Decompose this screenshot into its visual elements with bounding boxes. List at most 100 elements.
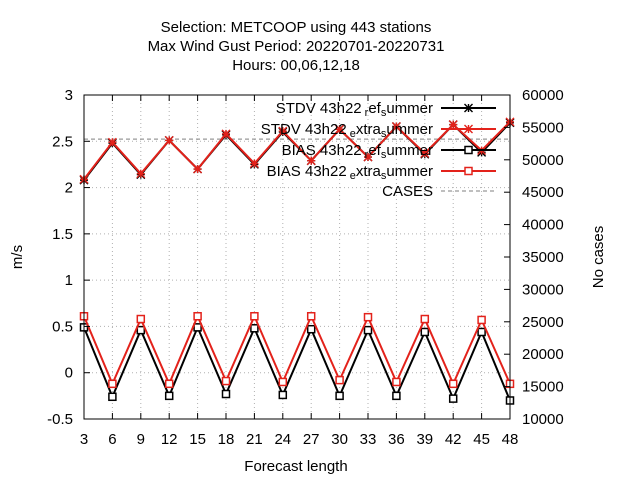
data-point-square	[477, 315, 486, 325]
data-point-square	[193, 311, 202, 321]
y-tick-label: 2.5	[52, 133, 73, 150]
legend-label-part: s	[381, 107, 387, 119]
grid-lines	[84, 95, 510, 419]
data-point-square	[164, 379, 174, 389]
x-tick-label: 21	[246, 431, 263, 448]
data-point-star	[136, 169, 146, 179]
legend-label-part: s	[381, 170, 387, 182]
legend-label-part: ummer	[386, 100, 433, 117]
x-tick-label: 39	[416, 431, 433, 448]
data-point-square	[363, 312, 373, 322]
data-point-square	[392, 391, 401, 401]
data-point-star	[164, 135, 174, 145]
data-point-star	[221, 129, 231, 139]
data-point-square	[335, 391, 344, 401]
data-point-square	[306, 324, 316, 334]
data-point-square	[250, 311, 259, 321]
data-point-square	[193, 323, 202, 332]
data-point-square	[250, 324, 259, 333]
y-axis-label: m/s	[9, 245, 26, 269]
legend-label-part: ef	[368, 100, 381, 117]
x-tick-label: 45	[473, 431, 490, 448]
legend-label-part: xtra	[356, 163, 382, 180]
legend-swatch-square	[464, 166, 473, 176]
legend-swatch-square	[464, 145, 473, 155]
data-point-square	[448, 379, 458, 389]
y2-tick-label: 60000	[522, 87, 564, 104]
data-point-star	[107, 137, 117, 147]
data-point-square	[420, 314, 430, 324]
legend-label-part: BIAS 43h22	[267, 163, 347, 180]
title-line-1: Selection: METCOOP using 443 stations	[161, 19, 432, 36]
legend-label-part: e	[350, 128, 356, 140]
y-tick-labels: -0.5 0 0.5 1 1.5 2 2.5 3	[47, 87, 73, 428]
data-point-square	[278, 390, 288, 400]
y-tick-label: 3	[65, 87, 73, 104]
x-axis-label: Forecast length	[244, 458, 347, 475]
data-point-square	[392, 377, 401, 387]
series-line-3	[83, 313, 511, 387]
axis-ticks	[83, 94, 511, 420]
legend-swatch-star	[464, 124, 473, 134]
x-tick-label: 33	[360, 431, 377, 448]
y2-tick-label: 15000	[522, 379, 564, 396]
data-point-square	[164, 391, 174, 401]
data-point-square	[335, 375, 344, 385]
legend-label-part: ummer	[386, 142, 433, 159]
data-point-square	[420, 327, 430, 337]
y2-tick-label: 50000	[522, 152, 564, 169]
x-tick-label: 36	[388, 431, 405, 448]
series-line-1	[83, 121, 511, 180]
y-tick-label: 0.5	[52, 318, 73, 335]
y-tick-label: 0	[65, 365, 73, 382]
title-line-3: Hours: 00,06,12,18	[232, 57, 360, 74]
legend-label: CASES	[382, 183, 433, 200]
legend-label-part: r	[365, 149, 369, 161]
data-point-star	[420, 148, 430, 158]
legend-swatch-star	[464, 103, 473, 113]
x-tick-label: 12	[161, 431, 178, 448]
x-tick-label: 48	[502, 431, 519, 448]
x-tick-label: 15	[189, 431, 206, 448]
data-point-star	[391, 121, 401, 131]
data-point-square	[477, 327, 486, 337]
data-point-star	[306, 156, 316, 166]
y2-tick-label: 55000	[522, 119, 564, 136]
data-point-star	[193, 164, 203, 174]
data-point-square	[221, 376, 231, 386]
data-point-square	[221, 389, 231, 399]
y2-tick-label: 45000	[522, 184, 564, 201]
legend-label-part: e	[350, 170, 356, 182]
y2-tick-label: 40000	[522, 217, 564, 234]
legend-label-part: CASES	[382, 183, 433, 200]
data-point-square	[363, 325, 373, 335]
data-point-square	[108, 392, 117, 402]
y2-tick-label: 20000	[522, 346, 564, 363]
legend-label-part: r	[365, 107, 369, 119]
chart-title: Selection: METCOOP using 443 stations Ma…	[148, 19, 445, 74]
data-point-square	[306, 311, 316, 321]
legend-label-part: BIAS 43h22	[282, 142, 362, 159]
legend-label-part: STDV 43h22	[261, 121, 347, 138]
y2-tick-label: 10000	[522, 411, 564, 428]
data-point-star	[249, 159, 259, 168]
legend-label-part: s	[381, 128, 387, 140]
data-point-star	[278, 126, 288, 136]
y2-axis-label: No cases	[590, 226, 607, 289]
y-tick-label: 2	[65, 180, 73, 197]
data-point-square	[136, 314, 146, 324]
x-tick-label: 42	[445, 431, 462, 448]
x-tick-labels: 3 6 9 12 15 18 21 24 27 30 33 36 39 42 45 48	[80, 431, 519, 448]
x-tick-label: 30	[331, 431, 348, 448]
legend-label: BIAS 43h22 refsummer	[282, 142, 433, 161]
x-tick-label: 9	[137, 431, 145, 448]
data-point-star	[363, 152, 373, 162]
legend-label-part: ummer	[386, 121, 433, 138]
legend-label: STDV 43h22 extrasummer	[261, 121, 433, 140]
y2-tick-label: 35000	[522, 249, 564, 266]
y2-tick-labels: 10000 15000 20000 25000 30000 35000 40000 45000…	[522, 87, 564, 428]
data-point-star	[335, 124, 345, 134]
x-tick-label: 3	[80, 431, 88, 448]
